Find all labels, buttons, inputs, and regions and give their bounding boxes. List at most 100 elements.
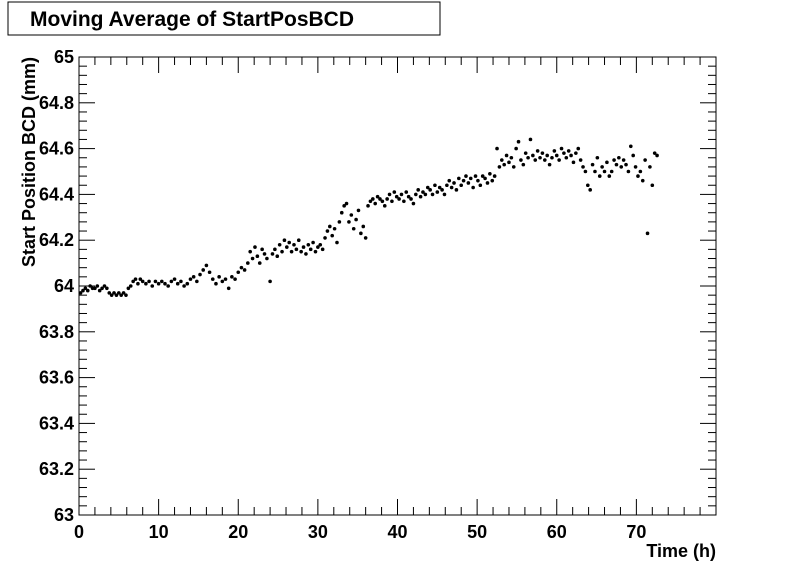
data-point <box>559 146 564 151</box>
data-point <box>109 293 114 297</box>
data-point <box>454 188 459 192</box>
data-point <box>552 149 557 153</box>
data-point <box>198 272 202 277</box>
data-point <box>502 162 506 167</box>
data-point <box>540 151 545 155</box>
data-point <box>390 199 394 204</box>
data-point <box>242 268 247 272</box>
data-point <box>289 249 294 254</box>
data-point <box>328 224 332 229</box>
data-point <box>581 165 585 169</box>
data-point <box>392 190 397 194</box>
x-tick-label: 70 <box>626 522 646 542</box>
data-point <box>500 158 504 162</box>
data-point <box>461 178 466 183</box>
data-point <box>204 263 209 268</box>
data-point <box>223 277 228 281</box>
data-point <box>399 192 404 197</box>
data-point <box>483 176 487 181</box>
y-tick-label: 64.8 <box>39 93 74 113</box>
data-point <box>294 247 299 252</box>
data-point <box>397 197 401 201</box>
data-point <box>416 188 421 192</box>
data-point <box>473 174 478 178</box>
data-point <box>612 158 616 162</box>
data-point <box>308 247 313 252</box>
data-point <box>504 153 509 158</box>
y-tick-label: 63.4 <box>39 413 74 433</box>
x-tick-label: 0 <box>74 522 84 542</box>
data-point <box>117 291 121 295</box>
data-point <box>478 183 483 188</box>
y-tick-label: 63 <box>54 505 74 525</box>
data-point <box>175 281 180 286</box>
data-point <box>597 174 602 178</box>
data-point <box>182 284 186 288</box>
data-point <box>257 261 262 265</box>
data-point <box>233 277 237 281</box>
data-point <box>457 176 461 181</box>
data-point <box>214 281 218 286</box>
data-point <box>299 249 303 254</box>
data-point <box>564 155 569 160</box>
data-point <box>366 204 370 208</box>
data-point <box>476 178 480 183</box>
data-point <box>248 249 252 254</box>
x-axis-ticks <box>78 57 717 515</box>
data-point <box>246 261 250 265</box>
data-point <box>447 178 452 183</box>
data-point <box>528 137 533 142</box>
x-tick-label: 20 <box>228 522 248 542</box>
data-point <box>626 169 631 174</box>
data-point <box>414 192 418 197</box>
data-point <box>602 169 607 174</box>
data-point <box>569 153 573 158</box>
data-point <box>268 279 272 284</box>
data-point <box>514 146 518 151</box>
data-point <box>185 281 190 286</box>
y-tick-label: 64.6 <box>39 139 74 159</box>
data-point <box>571 160 576 165</box>
data-point <box>633 165 638 169</box>
data-point <box>411 201 416 206</box>
data-point <box>636 174 640 178</box>
data-point <box>95 284 100 288</box>
data-point <box>275 254 280 259</box>
data-point <box>85 288 90 293</box>
data-point <box>124 293 128 297</box>
data-point <box>282 238 287 242</box>
data-point <box>629 144 633 149</box>
data-point <box>347 220 351 224</box>
x-tick-label: 30 <box>308 522 328 542</box>
data-point <box>156 281 161 286</box>
y-tick-label: 64 <box>54 276 74 296</box>
data-point <box>150 284 155 288</box>
data-point <box>588 188 592 192</box>
data-point <box>119 293 124 297</box>
y-tick-label: 64.2 <box>39 230 74 250</box>
data-point <box>509 155 514 160</box>
data-point <box>126 286 131 291</box>
data-point <box>557 158 561 162</box>
data-point <box>325 229 330 233</box>
data-point <box>425 185 430 190</box>
data-point <box>402 199 406 204</box>
y-axis-tick-labels: 63 63.2 63.4 63.6 63.8 64 64.2 64.4 64.6 64.8 65 <box>39 47 74 525</box>
data-point <box>452 181 456 185</box>
data-point <box>262 252 267 256</box>
data-point <box>107 291 112 295</box>
data-point <box>351 226 356 231</box>
data-point <box>387 192 392 197</box>
data-point <box>607 174 612 178</box>
data-point <box>624 162 628 167</box>
data-point <box>311 240 315 245</box>
data-point <box>337 220 342 224</box>
data-point <box>236 270 241 275</box>
data-point <box>526 155 530 160</box>
data-point <box>371 197 375 201</box>
data-point <box>292 242 296 247</box>
data-point <box>562 151 566 155</box>
data-point <box>140 279 145 284</box>
data-point <box>226 286 231 291</box>
